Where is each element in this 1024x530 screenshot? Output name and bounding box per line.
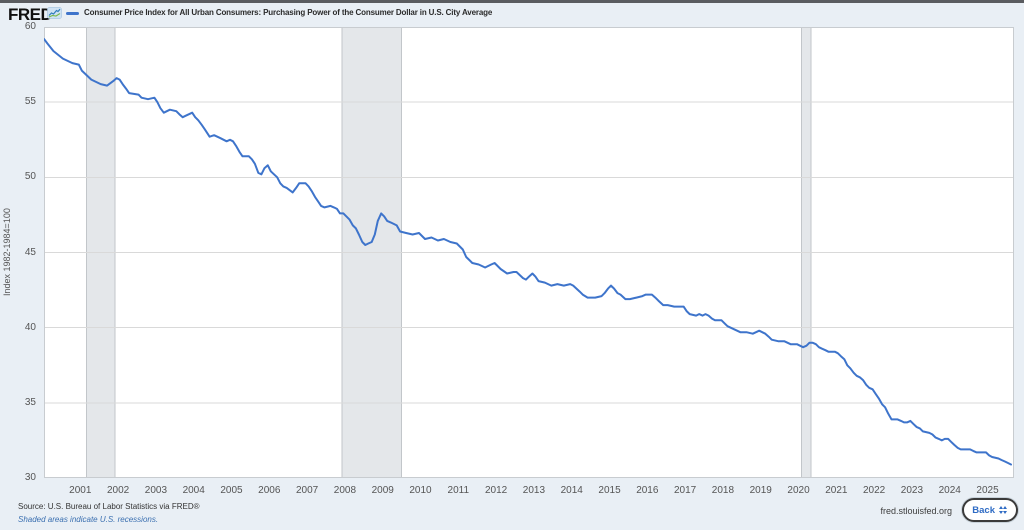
x-tick-label: 2019 — [749, 485, 772, 496]
plot-wrap — [43, 27, 1014, 478]
x-tick-label: 2011 — [447, 485, 470, 496]
recession-note-link[interactable]: Shaded areas indicate U.S. recessions. — [18, 515, 159, 524]
x-tick-label: 2004 — [182, 485, 205, 496]
plot-border — [44, 27, 1014, 478]
y-tick-label: 40 — [24, 321, 36, 333]
data-series-line — [43, 38, 1012, 466]
double-vertical-arrows-icon — [999, 506, 1007, 514]
y-tick-label: 35 — [24, 396, 36, 408]
x-tick-label: 2014 — [560, 485, 583, 496]
x-tick-label: 2023 — [900, 485, 924, 496]
x-tick-label: 2001 — [69, 485, 92, 496]
x-tick-label: 2013 — [522, 485, 546, 496]
x-tick-label: 2003 — [144, 485, 168, 496]
source-note: Source: U.S. Bureau of Labor Statistics … — [18, 502, 200, 511]
y-tick-label: 60 — [24, 21, 36, 32]
x-tick-label: 2020 — [787, 485, 810, 496]
x-tick-label: 2017 — [673, 485, 697, 496]
x-tick-label: 2024 — [938, 485, 961, 496]
y-tick-label: 50 — [24, 171, 36, 183]
top-border-strip — [0, 0, 1024, 3]
series-legend-marker — [66, 12, 79, 15]
x-tick-label: 2012 — [484, 485, 508, 496]
x-tick-label: 2005 — [220, 485, 243, 496]
plot-area[interactable] — [43, 27, 1014, 478]
fred-logo[interactable]: FRED — [8, 5, 53, 24]
x-tick-label: 2016 — [636, 485, 659, 496]
chart-title: Consumer Price Index for All Urban Consu… — [84, 8, 493, 17]
fred-logo-chart-icon — [47, 7, 62, 19]
site-link: fred.stlouisfed.org — [880, 506, 952, 516]
back-button[interactable]: Back — [962, 498, 1018, 522]
x-tick-label: 2007 — [295, 485, 319, 496]
x-tick-label: 2022 — [863, 485, 886, 496]
x-tick-label: 2006 — [258, 485, 281, 496]
x-tick-label: 2018 — [711, 485, 735, 496]
x-tick-label: 2025 — [976, 485, 999, 496]
y-tick-label: 55 — [24, 96, 36, 108]
y-tick-label: 30 — [24, 472, 36, 483]
x-tick-label: 2015 — [598, 485, 621, 496]
back-button-label: Back — [972, 504, 995, 516]
x-tick-label: 2002 — [106, 485, 130, 496]
x-tick-label: 2008 — [333, 485, 357, 496]
x-tick-label: 2010 — [409, 485, 432, 496]
y-tick-label: 45 — [24, 246, 36, 258]
x-tick-label: 2009 — [371, 485, 394, 496]
x-tick-label: 2021 — [825, 485, 848, 496]
